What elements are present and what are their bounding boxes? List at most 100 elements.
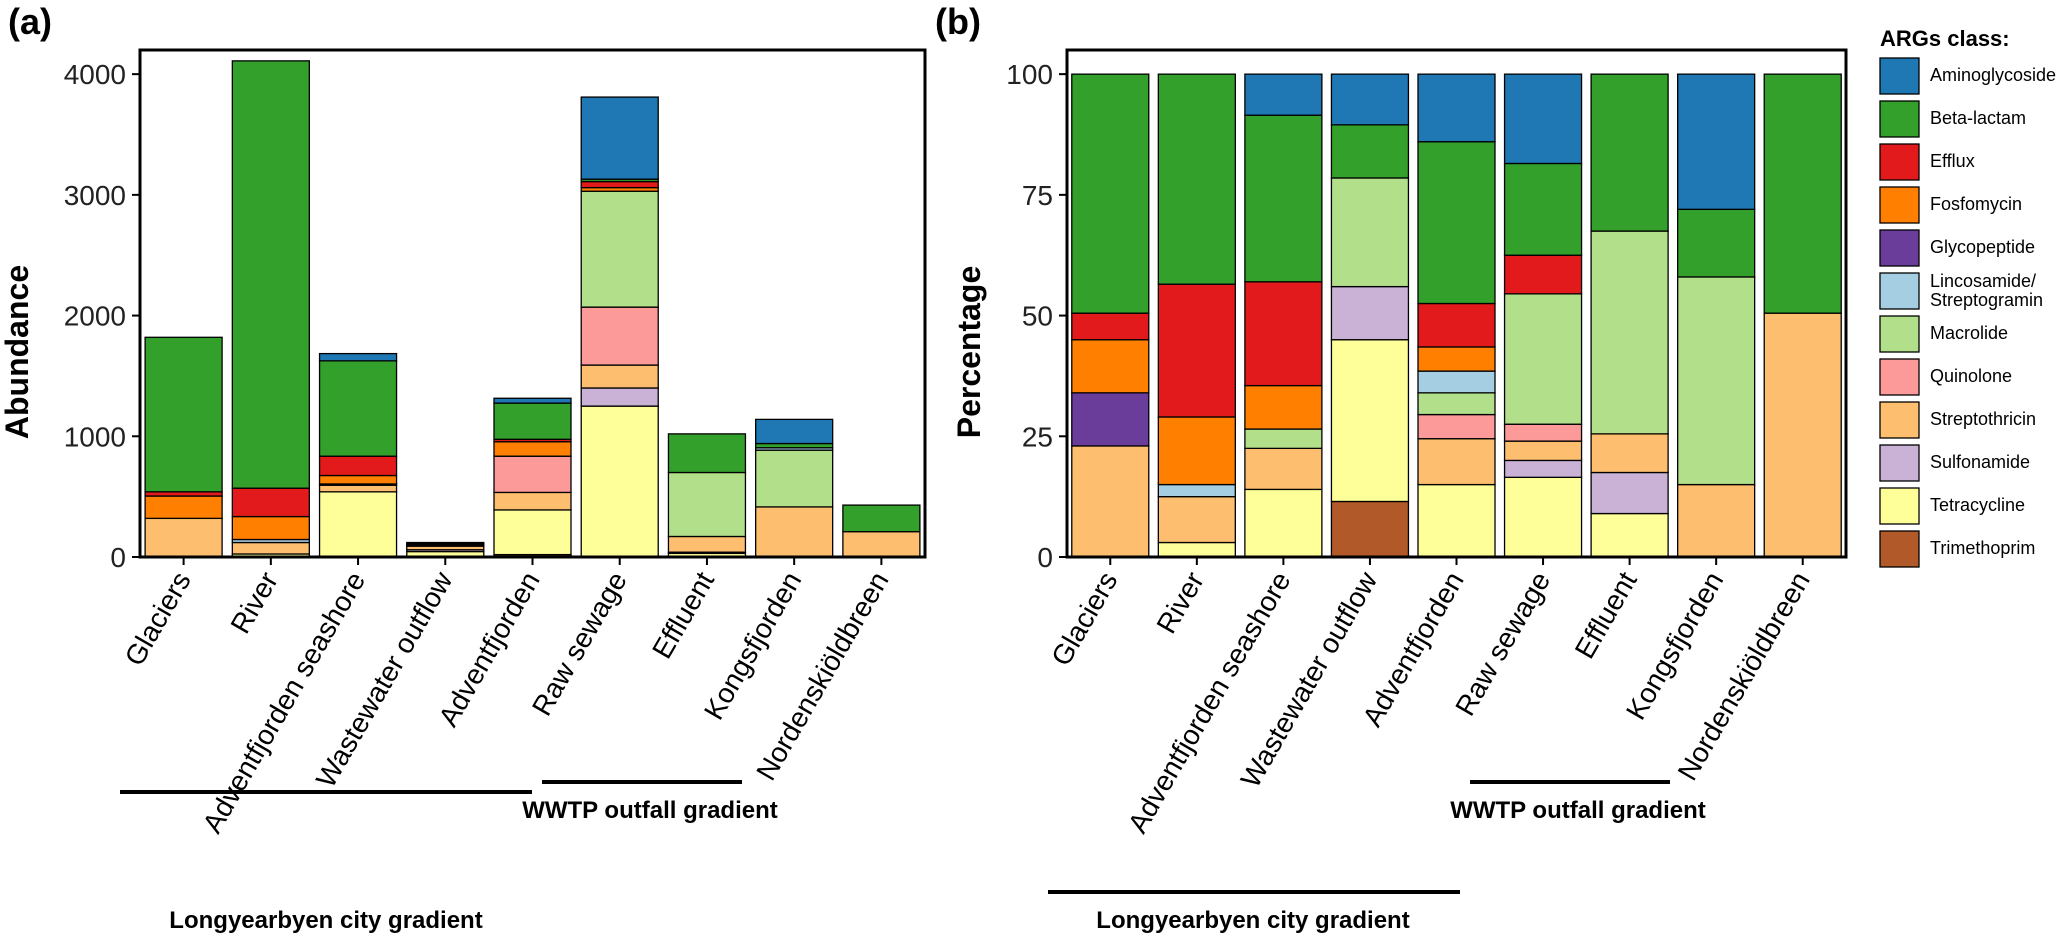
bar-segment-a-raw-sewage-macrolide bbox=[580, 190, 659, 308]
bar-segment-a-raw-sewage-efflux bbox=[580, 180, 659, 189]
bar-segment-a-river-fosfomycin bbox=[231, 515, 310, 541]
y-axis-title-a: Abundance bbox=[0, 265, 35, 439]
bar-segment-b-wastewater-outflow-sulfonamide bbox=[1330, 285, 1410, 341]
legend-label-aminoglycoside: Aminoglycoside bbox=[1930, 65, 2056, 85]
bar-segment-b-river-lincosamide-streptogramin bbox=[1157, 483, 1236, 498]
bar-segment-b-glaciers-beta-lactam bbox=[1071, 73, 1150, 314]
bar-segment-b-adventfjorden-seashore-tetracycline bbox=[1244, 488, 1323, 558]
legend-swatch-trimethoprim bbox=[1879, 530, 1920, 568]
bar-segment-b-river-fosfomycin bbox=[1157, 416, 1236, 486]
bar-segment-a-river-beta-lactam bbox=[231, 60, 310, 489]
plot-area-a: 0 1000 2000 3000 4000 Glaciers RiverAdventfjor… bbox=[64, 48, 927, 839]
bar-segment-b-raw-sewage-efflux bbox=[1503, 254, 1583, 295]
bar-segment-a-effluent-macrolide bbox=[667, 471, 747, 538]
legend: ARGs class: Aminoglycoside Beta-lactam Eff… bbox=[1879, 26, 2056, 568]
bar-segment-b-river-efflux bbox=[1157, 283, 1236, 418]
bar-segment-b-effluent-beta-lactam bbox=[1590, 73, 1669, 232]
bar-segment-b-wastewater-outflow-tetracycline bbox=[1330, 339, 1410, 503]
bar-segment-a-adventfjorden-aminoglycoside bbox=[493, 397, 572, 404]
bar-segment-b-wastewater-outflow-macrolide bbox=[1330, 177, 1410, 288]
bar-segment-b-adventfjorden-aminoglycoside bbox=[1417, 73, 1496, 143]
wwtp-gradient-label-b: WWTP outfall gradient bbox=[1450, 797, 1706, 824]
y-tick-label-a-3: 3000 bbox=[64, 180, 126, 211]
legend-swatch-macrolide bbox=[1879, 315, 1920, 353]
legend-swatch-sulfonamide bbox=[1879, 444, 1920, 482]
y-tick-label-b-1: 25 bbox=[1022, 421, 1053, 452]
x-tick-label-a-effluent: Effluent bbox=[646, 566, 720, 663]
bar-segment-a-adventfjorden-seashore-aminoglycoside bbox=[318, 352, 398, 362]
bar-segment-b-adventfjorden-seashore-efflux bbox=[1244, 281, 1323, 387]
bar-segment-a-adventfjorden-fosfomycin bbox=[493, 441, 572, 457]
city-gradient-label-b: Longyearbyen city gradient bbox=[1096, 907, 1409, 934]
bar-segment-b-adventfjorden-macrolide bbox=[1417, 392, 1496, 416]
legend-label-efflux: Efflux bbox=[1930, 151, 1975, 171]
panel-label-b: (b) bbox=[935, 1, 981, 42]
x-tick-label-b-raw-sewage: Raw sewage bbox=[1449, 567, 1556, 721]
legend-label-beta-lactam: Beta-lactam bbox=[1930, 108, 2026, 128]
bar-segment-b-raw-sewage-sulfonamide bbox=[1503, 459, 1583, 478]
legend-swatch-fosfomycin bbox=[1879, 186, 1920, 224]
x-tick-label-b-effluent: Effluent bbox=[1569, 566, 1643, 663]
bar-segment-b-adventfjorden-tetracycline bbox=[1417, 483, 1496, 558]
bar-segment-a-raw-sewage-sulfonamide bbox=[580, 387, 659, 407]
bar-segment-b-raw-sewage-beta-lactam bbox=[1503, 162, 1583, 256]
bar-segment-b-wastewater-outflow-beta-lactam bbox=[1330, 124, 1410, 179]
panel-a: (a) Abundance 0 1000 2000 3000 4000 Glaciers R… bbox=[0, 1, 927, 934]
y-tick-label-b-3: 75 bbox=[1022, 180, 1053, 211]
legend-swatch-quinolone bbox=[1879, 358, 1920, 396]
bar-segment-a-river-efflux bbox=[231, 487, 310, 518]
bar-segment-a-raw-sewage-aminoglycoside bbox=[580, 96, 659, 180]
legend-label-lincosamide-streptogramin: Lincosamide/Streptogramin bbox=[1930, 271, 2043, 310]
legend-label-fosfomycin: Fosfomycin bbox=[1930, 194, 2022, 214]
bar-segment-b-kongsfjorden-aminoglycoside bbox=[1677, 73, 1756, 210]
bar-segment-b-wastewater-outflow-trimethoprim bbox=[1330, 500, 1410, 558]
bar-segment-a-adventfjorden-seashore-efflux bbox=[318, 455, 398, 477]
bar-segment-b-adventfjorden-fosfomycin bbox=[1417, 346, 1496, 372]
bar-segment-b-raw-sewage-streptothricin bbox=[1503, 440, 1583, 462]
bar-segment-a-adventfjorden-seashore-fosfomycin bbox=[318, 474, 398, 485]
bar-segment-a-nordenski-ldbreen-streptothricin bbox=[842, 531, 921, 558]
x-tick-label-b-glaciers: Glaciers bbox=[1045, 567, 1123, 671]
bar-segment-a-adventfjorden-seashore-streptothricin bbox=[318, 484, 398, 493]
legend-label-trimethoprim: Trimethoprim bbox=[1930, 538, 2035, 558]
bar-segment-b-river-streptothricin bbox=[1157, 495, 1236, 544]
legend-swatch-efflux bbox=[1879, 143, 1920, 181]
bar-segment-a-kongsfjorden-macrolide bbox=[755, 449, 834, 508]
x-tick-label-b-river: River bbox=[1151, 567, 1211, 639]
bar-segment-a-raw-sewage-quinolone bbox=[580, 306, 659, 366]
legend-swatch-streptothricin bbox=[1879, 401, 1920, 439]
legend-swatch-aminoglycoside bbox=[1879, 57, 1920, 95]
y-tick-label-a-1: 1000 bbox=[64, 421, 126, 452]
legend-label-streptothricin: Streptothricin bbox=[1930, 409, 2036, 429]
bar-segment-a-kongsfjorden-streptothricin bbox=[755, 506, 834, 558]
bar-segment-a-kongsfjorden-aminoglycoside bbox=[755, 418, 834, 445]
bar-segment-b-raw-sewage-macrolide bbox=[1503, 293, 1583, 425]
plot-frame-a bbox=[138, 48, 927, 559]
bar-segment-a-nordenski-ldbreen-beta-lactam bbox=[842, 504, 921, 533]
y-axis-title-b: Percentage bbox=[951, 266, 987, 439]
panel-b: (b) Percentage 0 25 50 75 100 Glaciers RiverAd… bbox=[935, 1, 1848, 934]
y-tick-label-b-0: 0 bbox=[1037, 542, 1053, 573]
bar-segment-b-kongsfjorden-streptothricin bbox=[1677, 483, 1756, 558]
city-gradient-label-a: Longyearbyen city gradient bbox=[169, 907, 482, 934]
bar-segment-a-glaciers-fosfomycin bbox=[144, 495, 223, 520]
y-tick-label-a-4: 4000 bbox=[64, 59, 126, 90]
bar-segment-a-raw-sewage-tetracycline bbox=[580, 405, 659, 558]
bar-segment-b-effluent-tetracycline bbox=[1590, 512, 1669, 558]
x-tick-label-a-adventfjorden-seashore: Adventfjorden seashore bbox=[197, 567, 372, 839]
bar-segment-b-nordenski-ldbreen-beta-lactam bbox=[1763, 73, 1842, 314]
bar-segment-b-effluent-macrolide bbox=[1590, 230, 1669, 435]
bar-segment-b-glaciers-streptothricin bbox=[1071, 445, 1150, 558]
bar-segment-b-kongsfjorden-macrolide bbox=[1677, 276, 1756, 486]
x-tick-label-a-raw-sewage: Raw sewage bbox=[526, 567, 633, 721]
bar-segment-b-raw-sewage-aminoglycoside bbox=[1503, 73, 1583, 165]
bar-segment-b-raw-sewage-quinolone bbox=[1503, 423, 1583, 442]
legend-swatch-tetracycline bbox=[1879, 487, 1920, 525]
bar-segment-b-river-beta-lactam bbox=[1157, 73, 1236, 285]
bar-segment-b-effluent-sulfonamide bbox=[1590, 471, 1669, 515]
y-tick-label-b-4: 100 bbox=[1006, 59, 1053, 90]
bar-segment-a-adventfjorden-tetracycline bbox=[493, 509, 572, 556]
bar-segment-b-adventfjorden-seashore-streptothricin bbox=[1244, 447, 1323, 491]
legend-label-macrolide: Macrolide bbox=[1930, 323, 2008, 343]
